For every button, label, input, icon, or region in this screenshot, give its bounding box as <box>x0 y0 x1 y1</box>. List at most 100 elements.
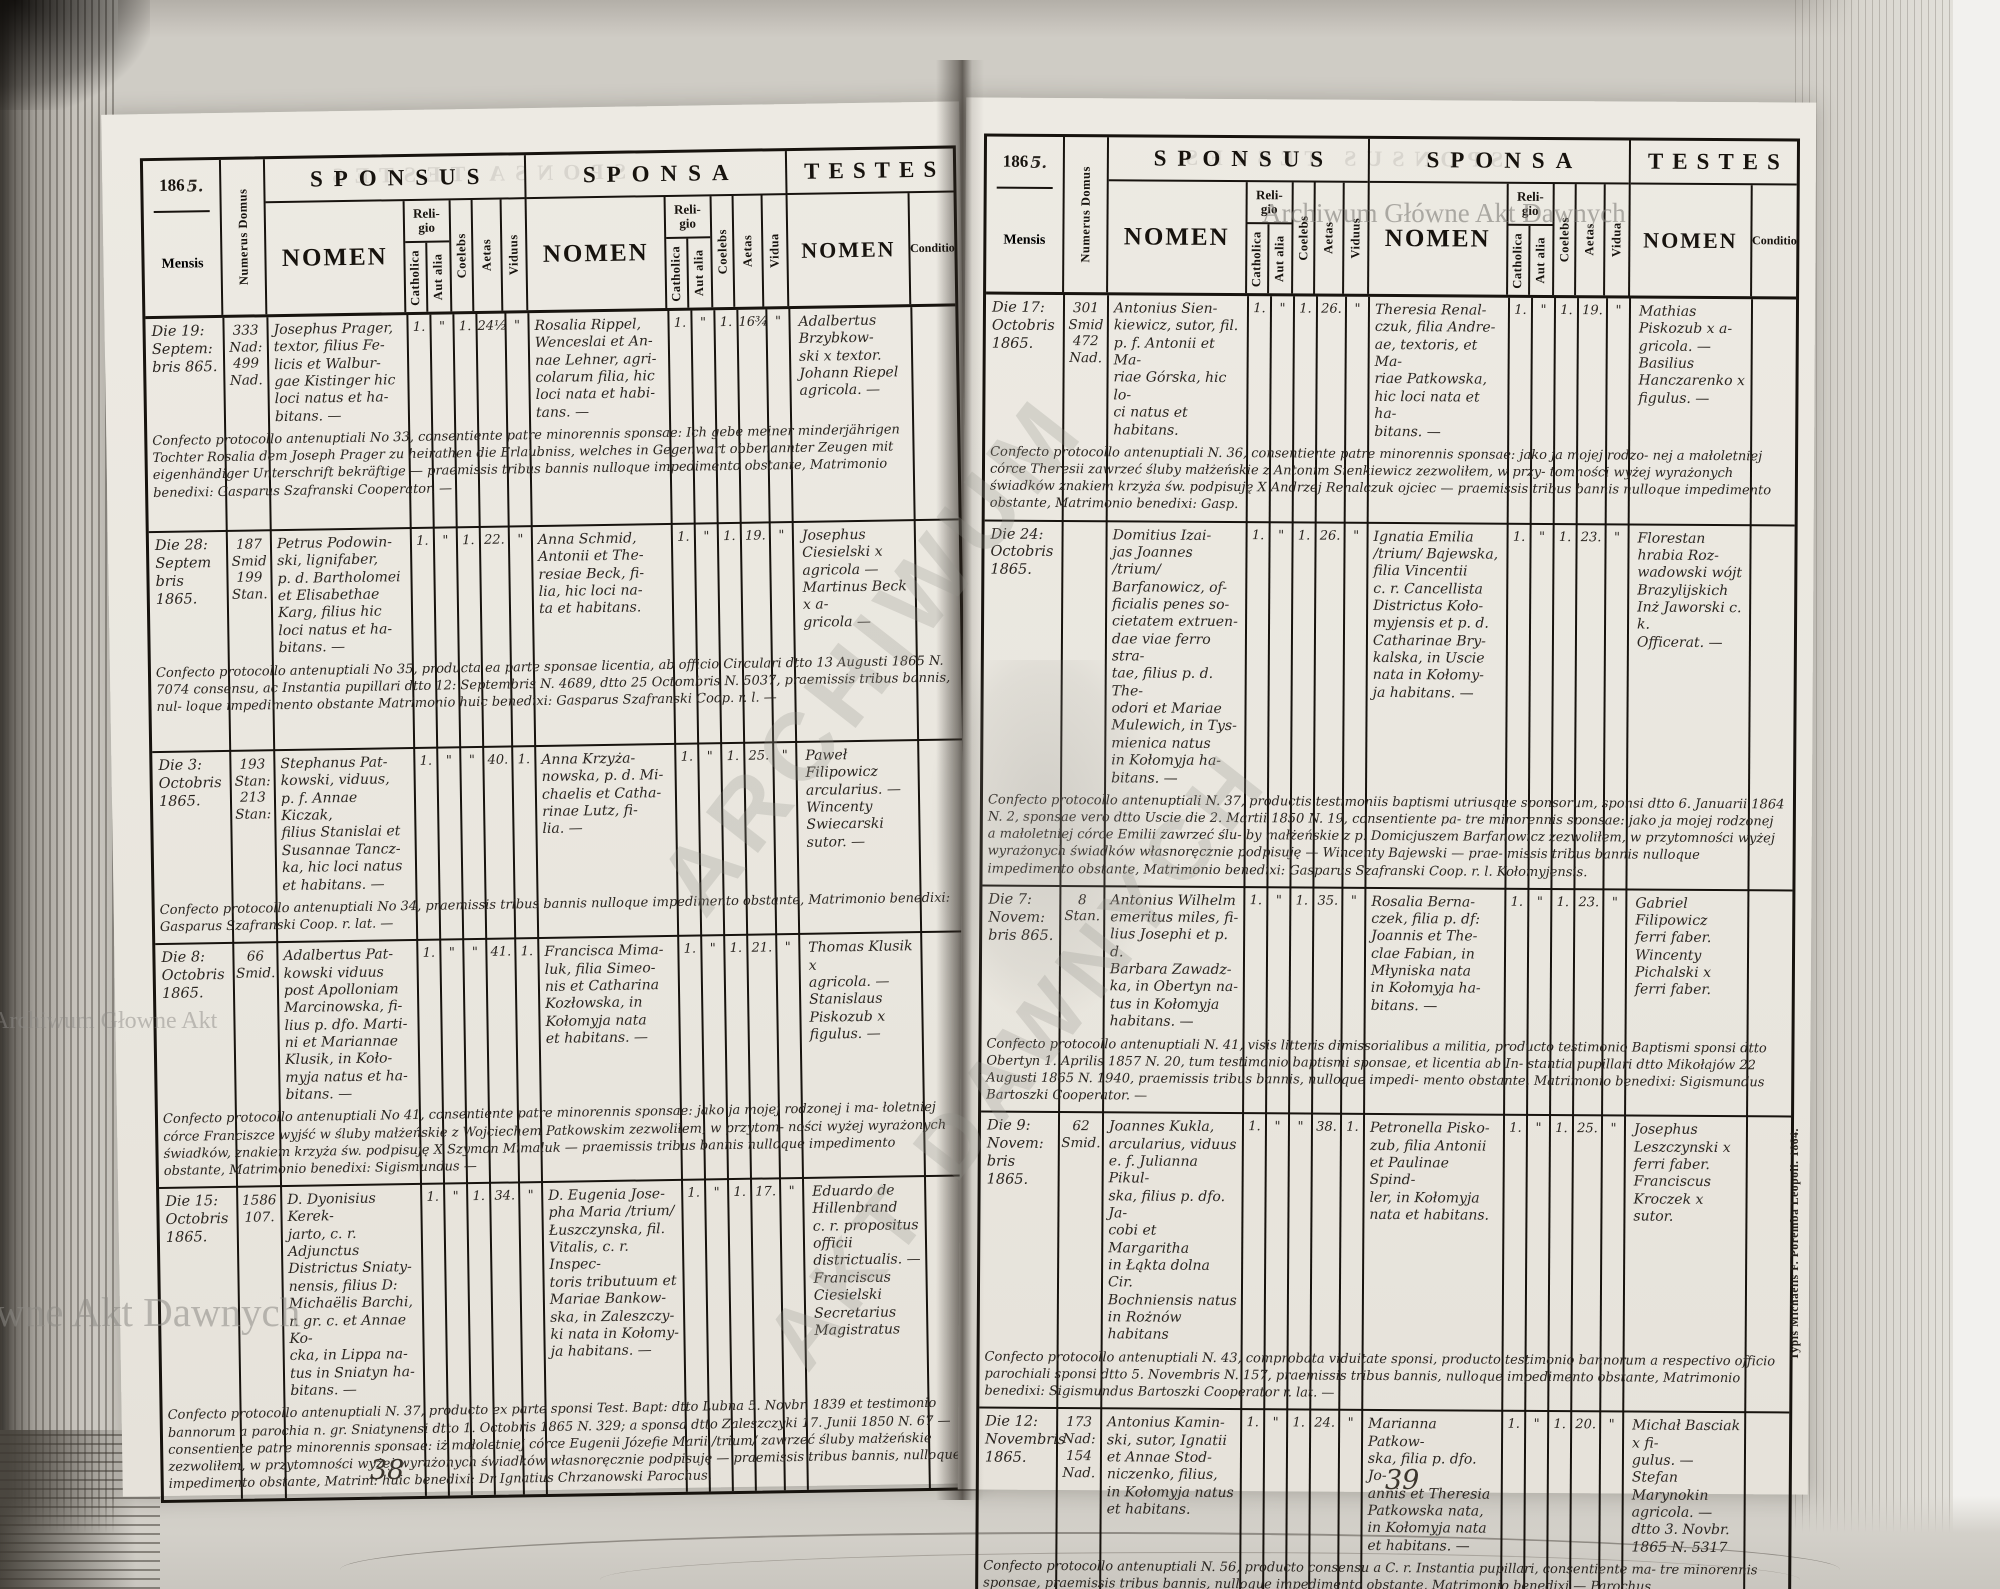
marriage-annotation: Confecto protocollo antenuptiali N. 41, … <box>986 1036 1767 1104</box>
sponsa-catholica: 1. <box>687 1185 701 1201</box>
entry-date: Die 28: Septem bris 1865. <box>154 537 212 608</box>
sponsus-coelebs: " <box>471 945 479 961</box>
coelebs-col: Coelebs <box>711 195 736 308</box>
sponsus-name: Antonius Kamin- ski, sutor, Ignatii et A… <box>1106 1414 1234 1518</box>
sponsus-viduus: 1. <box>517 752 531 768</box>
marriage-annotation: Confecto protocollo antenuptiali N. 43, … <box>984 1349 1776 1401</box>
sponsus-aut-alia: " <box>448 945 456 961</box>
sponsa-coelebs: 1. <box>1553 1417 1566 1433</box>
sponsa-band: SPONSA <box>1369 138 1630 185</box>
sponsus-catholica: 1. <box>1251 527 1265 543</box>
sponsa-name: Petronella Pisko- zub, filia Antonii et … <box>1369 1120 1490 1224</box>
sponsa-vidua: " <box>1610 1121 1617 1137</box>
sponsus-viduus: " <box>1350 893 1357 909</box>
book-page-edges-left <box>0 0 118 1589</box>
sponsa-vidua: " <box>788 1184 795 1200</box>
testes-nomen-label: NOMEN <box>1630 184 1753 297</box>
aut-alia-col: Aut alia <box>1272 235 1287 283</box>
sponsus-catholica: 1. <box>426 1189 440 1205</box>
sponsus-viduus: " <box>1347 1416 1354 1432</box>
conditio-cell <box>1748 891 1792 898</box>
marriage-annotation: Confecto protocollo antenuptiali N. 37, … <box>167 1396 961 1492</box>
religio-group: Reli- gio Catholica Aut alia <box>665 196 713 308</box>
sponsa-name: Ignatia Emilia /trium/ Bajewska, filia V… <box>1372 528 1499 702</box>
sponsus-name: D. Dyonisius Kerek- jarto, c. r. Adjunct… <box>287 1190 415 1400</box>
sponsa-aut-alia: " <box>1536 894 1543 910</box>
sponsa-name: Theresia Renal- czuk, filia Andre- ae, t… <box>1374 301 1496 440</box>
conditio-cell <box>1752 299 1796 306</box>
witnesses: Mathias Piskozub x a- gricola. — Basiliu… <box>1638 303 1745 407</box>
catholica-col: Catholica <box>404 242 429 313</box>
sponsus-coelebs: 1. <box>458 319 472 335</box>
sponsus-viduus: " <box>513 318 521 334</box>
house-number <box>1063 522 1107 529</box>
sponsa-aetas: 23. <box>1580 529 1602 545</box>
sponsus-coelebs: " <box>1297 1119 1304 1135</box>
sponsa-coelebs: 1. <box>723 528 736 545</box>
witnesses: Gabriel Filipowicz ferri faber. Wincenty… <box>1634 895 1712 999</box>
sponsa-coelebs: 1. <box>1555 1121 1568 1137</box>
sponsus-coelebs: " <box>468 753 475 769</box>
viduus-col: Viduus <box>506 234 521 276</box>
conditio-cell <box>1745 1414 1789 1421</box>
scan-top-shadow <box>0 0 2000 38</box>
sponsa-aetas: 19. <box>744 528 766 544</box>
sponsus-aetas: 41. <box>490 944 512 960</box>
sponsa-band: SPONSA <box>525 151 786 200</box>
sponsa-catholica: 1. <box>680 749 694 765</box>
dark-corner-top-left <box>0 0 150 110</box>
sponsa-aut-alia: " <box>1533 1417 1540 1433</box>
sponsus-coelebs: 1. <box>1297 527 1311 544</box>
sponsus-coelebs: 1. <box>1292 1415 1305 1431</box>
sponsus-catholica: 1. <box>1249 892 1263 908</box>
sponsus-aut-alia: " <box>1279 301 1286 317</box>
sponsus-viduus: " <box>527 1188 534 1204</box>
year-printed: 186 <box>1002 151 1029 171</box>
sponsus-viduus: " <box>517 532 524 548</box>
sponsus-band: SPONSUS <box>1108 137 1369 183</box>
sponsus-coelebs: 1. <box>1295 893 1309 909</box>
aetas-col: Aetas <box>473 199 504 311</box>
year-cell: 186 5. <box>143 160 220 211</box>
numerus-domus-label: Numerus Domus <box>234 188 251 286</box>
house-number: 301 Smid 472 Nad. <box>1068 300 1104 367</box>
witnesses: Adalbertus Brzybkow- ski x textor. Johan… <box>798 312 899 400</box>
year-printed: 186 <box>159 175 185 195</box>
year-handwritten: 5. <box>1030 152 1048 172</box>
sponsa-coelebs: 1. <box>733 1184 747 1201</box>
register-entry: Die 19: Septem: bris 865. 333 Nad: 499 N… <box>145 306 958 531</box>
sponsa-nomen-label: NOMEN <box>526 196 667 311</box>
year-handwritten: 5. <box>186 175 204 195</box>
sponsus-nomen-label: NOMEN <box>265 201 407 315</box>
sponsa-vidua: " <box>784 940 791 956</box>
sponsa-catholica: 1. <box>1507 1417 1520 1433</box>
entry-date: Die 12: Novembris 1865. <box>984 1413 1066 1467</box>
marriage-annotation: Confecto protocollo antenuptiali No 33, … <box>152 422 900 501</box>
sponsa-name: D. Eugenia Jose- pha Maria /trium/ Łuszc… <box>548 1186 680 1361</box>
witnesses: Thomas Klusik x agricola. — Stanislaus P… <box>808 938 913 1043</box>
sponsus-aut-alia: " <box>442 533 449 549</box>
witnesses: Michał Basciak x fi- gulus. — Stefan Mar… <box>1631 1417 1741 1556</box>
catholica-col: Catholica <box>1246 224 1270 294</box>
sponsus-aut-alia: " <box>1272 1415 1279 1431</box>
sponsa-name: Francisca Mima- luk, filia Simeo- nis et… <box>544 942 664 1047</box>
year-cell: 186 5. <box>987 137 1063 187</box>
house-number: 62 Smid. <box>1061 1118 1101 1152</box>
sponsa-vidua: " <box>1614 529 1621 545</box>
column-mensis-header: 186 5. Mensis <box>986 136 1066 293</box>
printer-imprint: Typis Michaelis F. Poremba Leopoli. 1864… <box>1789 1128 1801 1361</box>
entry-date: Die 8: Octobris 1865. <box>161 949 225 1003</box>
sponsa-catholica: 1. <box>1512 529 1526 545</box>
sponsus-name: Adalbertus Pat- kowski viduus post Apoll… <box>283 946 408 1104</box>
marriage-annotation: Confecto protocollo antenuptiali N. 36, … <box>989 444 1772 513</box>
sponsa-aut-alia: " <box>699 315 707 331</box>
aut-alia-col: Aut alia <box>1533 237 1548 284</box>
sponsus-group-header: SPONSUS NOMEN Reli- gio Catholica Aut al… <box>264 155 529 315</box>
conditio-label: Conditio <box>1752 233 1797 248</box>
sponsus-catholica: 1. <box>1248 1119 1261 1135</box>
sponsa-catholica: 1. <box>1514 302 1527 318</box>
catholica-col: Catholica <box>665 238 690 308</box>
marriage-annotation: Confecto protocollo antenuptiali No 41, … <box>162 1100 947 1179</box>
sponsa-aut-alia: " <box>1535 1121 1542 1137</box>
